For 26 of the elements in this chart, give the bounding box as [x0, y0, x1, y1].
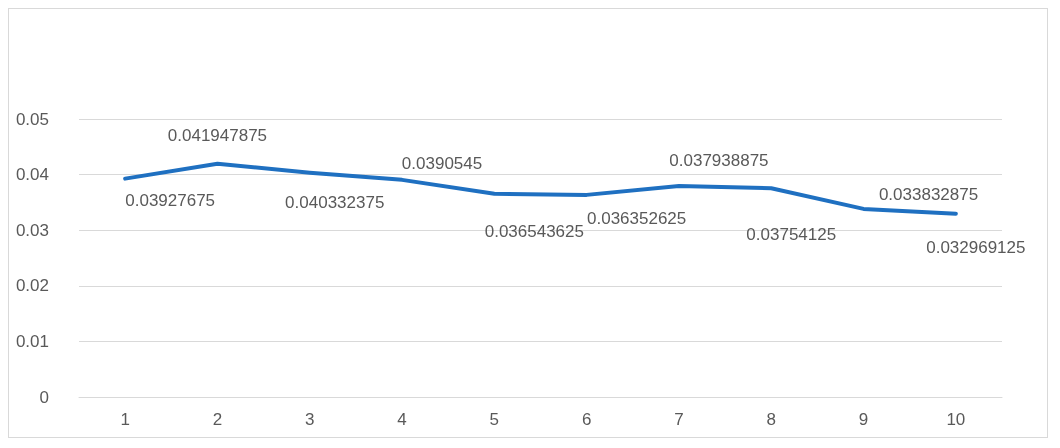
- y-tick-label: 0.02: [15, 276, 49, 296]
- x-tick-label: 9: [858, 410, 869, 429]
- x-tick-label: 2: [212, 410, 223, 429]
- data-label: 0.041947875: [167, 126, 268, 146]
- data-label: 0.03927675: [125, 191, 216, 211]
- data-label: 0.033832875: [878, 185, 979, 205]
- data-label: 0.037938875: [669, 150, 769, 170]
- y-tick-label: 0: [39, 387, 49, 407]
- x-tick-label: 3: [305, 410, 315, 429]
- x-tick-label: 4: [397, 410, 407, 429]
- data-label: 0.040332375: [285, 193, 385, 213]
- data-label: 0.036352625: [587, 209, 687, 229]
- x-tick-label: 10: [946, 410, 966, 429]
- y-tick-label: 0.01: [15, 331, 49, 351]
- x-tick-label: 6: [581, 410, 592, 429]
- data-label: 0.032969125: [926, 238, 1026, 258]
- x-tick-label: 5: [489, 410, 500, 429]
- y-tick-label: 0.04: [15, 165, 49, 185]
- data-label: 0.0390545: [401, 154, 483, 174]
- x-tick-label: 7: [674, 410, 684, 429]
- y-tick-label: 0.03: [15, 220, 49, 240]
- data-label: 0.036543625: [484, 222, 584, 242]
- y-tick-label: 0.05: [15, 109, 49, 129]
- x-tick-label: 8: [766, 410, 776, 429]
- x-tick-label: 1: [120, 410, 130, 429]
- data-label: 0.03754125: [746, 224, 837, 244]
